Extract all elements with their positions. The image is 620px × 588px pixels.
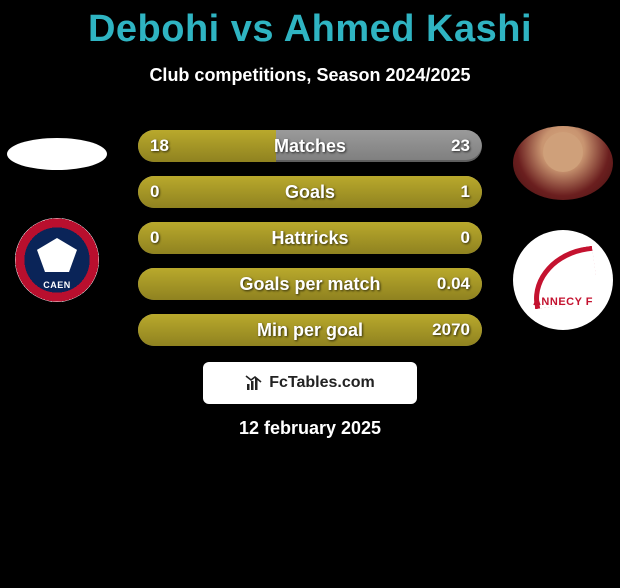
stat-label: Matches <box>274 136 346 157</box>
stat-label: Hattricks <box>271 228 348 249</box>
player-right-photo <box>513 126 613 200</box>
stat-label: Min per goal <box>257 320 363 341</box>
brand-label: FcTables.com <box>269 374 375 392</box>
date-label: 12 february 2025 <box>0 418 620 439</box>
player-left-photo <box>7 138 107 170</box>
stat-value-right: 0 <box>461 222 470 254</box>
stat-value-right: 2070 <box>432 314 470 346</box>
page-title: Debohi vs Ahmed Kashi <box>0 8 620 51</box>
stat-bar: 0 0 Hattricks <box>138 222 482 254</box>
stat-label: Goals <box>285 182 335 203</box>
brand-card: FcTables.com <box>203 362 417 404</box>
club-badge-left <box>15 218 99 302</box>
stat-value-left: 18 <box>150 130 169 162</box>
stat-value-right: 23 <box>451 130 470 162</box>
stat-bar: 0.04 Goals per match <box>138 268 482 300</box>
stat-value-right: 1 <box>461 176 470 208</box>
left-player-column <box>2 126 112 302</box>
stat-bars: 18 23 Matches 0 1 Goals 0 0 Hattricks 0.04 Goals p… <box>138 130 482 360</box>
stat-value-left: 0 <box>150 222 159 254</box>
stat-bar: 0 1 Goals <box>138 176 482 208</box>
stat-value-left: 0 <box>150 176 159 208</box>
right-player-column <box>508 126 618 330</box>
chart-icon <box>245 374 263 392</box>
stat-label: Goals per match <box>239 274 380 295</box>
stat-value-right: 0.04 <box>437 268 470 300</box>
club-badge-right <box>513 230 613 330</box>
page-subtitle: Club competitions, Season 2024/2025 <box>0 65 620 86</box>
stat-bar: 2070 Min per goal <box>138 314 482 346</box>
stat-bar: 18 23 Matches <box>138 130 482 162</box>
